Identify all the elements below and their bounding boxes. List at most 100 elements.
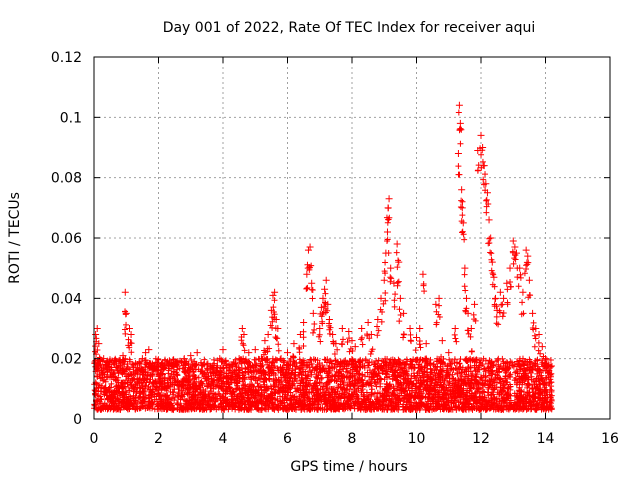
- data-point: [379, 357, 386, 364]
- data-point: [371, 361, 378, 368]
- data-point: [411, 373, 418, 380]
- data-point: [536, 394, 543, 401]
- y-tick-label: 0.1: [60, 110, 82, 126]
- data-point: [124, 363, 131, 370]
- data-point: [494, 372, 501, 379]
- data-point: [365, 362, 372, 369]
- data-point: [506, 372, 513, 379]
- data-point: [382, 370, 389, 377]
- data-point: [395, 356, 402, 363]
- data-point: [432, 363, 439, 370]
- y-tick-label: 0.06: [51, 231, 82, 247]
- data-point: [431, 367, 438, 374]
- data-point: [332, 372, 339, 379]
- data-point: [136, 385, 143, 392]
- data-point: [389, 364, 396, 371]
- data-point: [373, 357, 380, 364]
- data-point: [487, 360, 494, 367]
- x-axis-label: GPS time / hours: [290, 459, 407, 475]
- data-point: [104, 392, 111, 399]
- data-point: [91, 402, 98, 409]
- data-point: [392, 395, 399, 402]
- data-point: [515, 406, 522, 413]
- data-point: [418, 366, 425, 373]
- data-point: [313, 365, 320, 372]
- data-point: [467, 385, 474, 392]
- data-point: [108, 380, 115, 387]
- data-point: [164, 396, 171, 403]
- data-point: [308, 360, 315, 367]
- data-point: [204, 366, 211, 373]
- data-point: [254, 380, 261, 387]
- data-point: [264, 356, 271, 363]
- data-point: [239, 369, 246, 376]
- data-point: [309, 385, 316, 392]
- data-point: [503, 395, 510, 402]
- data-point: [136, 390, 143, 397]
- data-point: [316, 379, 323, 386]
- x-tick-label: 16: [601, 431, 619, 447]
- data-point: [367, 391, 374, 398]
- data-point: [161, 374, 168, 381]
- data-point: [548, 397, 555, 404]
- data-point: [400, 365, 407, 372]
- data-point: [496, 376, 503, 383]
- data-point: [388, 396, 395, 403]
- data-point: [101, 391, 108, 398]
- data-point: [369, 374, 376, 381]
- y-axis-label: ROTI / TECUs: [7, 192, 23, 284]
- y-tick-label: 0.12: [51, 50, 82, 66]
- x-tick-label: 8: [348, 431, 357, 447]
- data-point: [126, 387, 133, 394]
- data-point: [373, 383, 380, 390]
- data-point: [166, 394, 173, 401]
- x-tick-label: 14: [537, 431, 555, 447]
- data-point: [180, 376, 187, 383]
- data-point: [321, 392, 328, 399]
- data-point: [527, 369, 534, 376]
- x-tick-label: 4: [219, 431, 228, 447]
- data-point: [464, 364, 471, 371]
- data-point: [391, 368, 398, 375]
- data-point: [183, 377, 190, 384]
- data-point: [377, 375, 384, 382]
- data-point: [250, 383, 257, 390]
- data-point: [528, 373, 535, 380]
- data-point: [128, 382, 135, 389]
- data-point: [142, 385, 149, 392]
- data-point: [389, 376, 396, 383]
- data-point: [260, 394, 267, 401]
- data-point: [371, 390, 378, 397]
- data-point: [286, 358, 293, 365]
- data-point: [372, 379, 379, 386]
- x-tick-label: 2: [154, 431, 163, 447]
- data-point: [317, 375, 324, 382]
- data-point: [201, 356, 208, 363]
- x-tick-label: 12: [472, 431, 490, 447]
- y-tick-label: 0.04: [51, 291, 82, 307]
- data-point: [195, 374, 202, 381]
- y-tick-label: 0.02: [51, 352, 82, 368]
- x-tick-label: 6: [283, 431, 292, 447]
- data-point: [372, 366, 379, 373]
- data-point: [472, 374, 479, 381]
- data-point: [377, 380, 384, 387]
- data-point: [394, 386, 401, 393]
- data-point: [505, 405, 512, 412]
- x-tick-label: 0: [90, 431, 99, 447]
- chart-title: Day 001 of 2022, Rate Of TEC Index for r…: [163, 20, 536, 36]
- y-tick-label: 0.08: [51, 171, 82, 187]
- data-point: [369, 386, 376, 393]
- x-tick-label: 10: [408, 431, 426, 447]
- data-point: [335, 382, 342, 389]
- data-point: [322, 357, 329, 364]
- data-point: [295, 386, 302, 393]
- data-point: [340, 391, 347, 398]
- data-point: [366, 359, 373, 366]
- data-point: [328, 394, 335, 401]
- data-point: [421, 368, 428, 375]
- data-point: [126, 356, 133, 363]
- data-points: [91, 101, 555, 413]
- y-tick-label: 0: [73, 412, 82, 428]
